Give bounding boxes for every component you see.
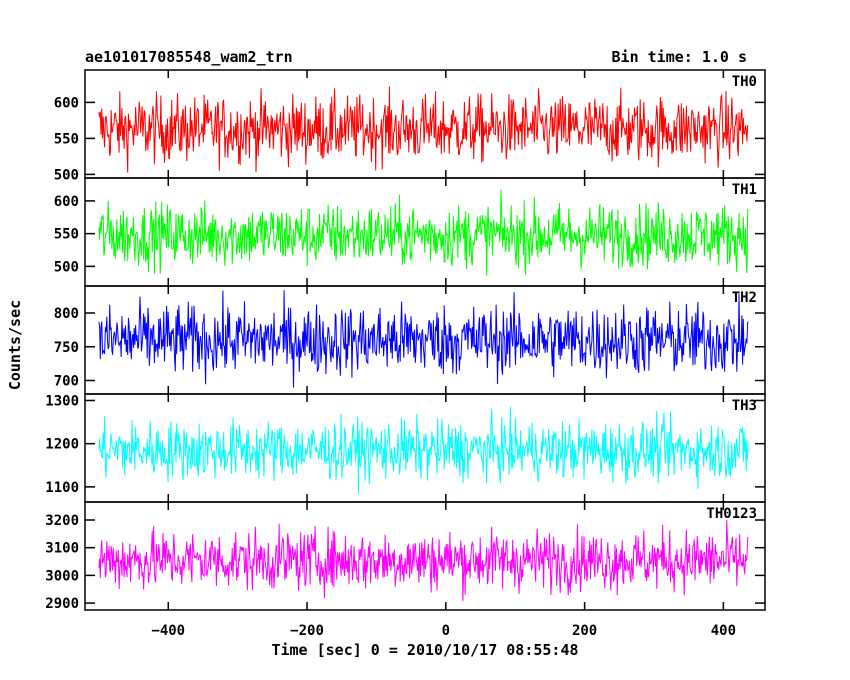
panel-label-th0: TH0 <box>732 74 757 90</box>
y-tick-label: 550 <box>54 131 79 147</box>
panel-label-th2: TH2 <box>732 290 757 306</box>
series-line-th0 <box>98 86 749 173</box>
x-tick-label: 400 <box>711 623 736 639</box>
x-tick-label: 0 <box>442 623 450 639</box>
y-tick-label: 750 <box>54 340 79 356</box>
y-tick-label: 1300 <box>45 393 79 409</box>
y-tick-label: 2900 <box>45 596 79 612</box>
x-tick-labels: −400 −200 0 200 400 <box>151 623 736 639</box>
x-axis-label: Time [sec] 0 = 2010/10/17 08:55:48 <box>271 641 578 659</box>
y-tick-label: 3200 <box>45 513 79 529</box>
panel-th1: TH1 500 550 600 <box>54 177 766 287</box>
x-tick-label: −400 <box>151 623 185 639</box>
panel-label-th3: TH3 <box>732 398 757 414</box>
y-tick-label: 800 <box>54 306 79 322</box>
panel-label-th1: TH1 <box>732 182 757 198</box>
y-tick-label: 600 <box>54 194 79 210</box>
panel-frame <box>84 501 766 611</box>
panel-th3: TH3 1100 1200 1300 <box>45 393 766 503</box>
y-tick-label: 1100 <box>45 480 79 496</box>
y-tick-label: 500 <box>54 259 79 275</box>
y-tick-label: 3000 <box>45 568 79 584</box>
series-line-th0123 <box>98 519 749 602</box>
x-tick-label: 200 <box>572 623 597 639</box>
panel-th0123: TH0123 2900 3000 3100 3200 <box>45 501 766 612</box>
y-tick-label: 1200 <box>45 437 79 453</box>
y-tick-label: 700 <box>54 374 79 390</box>
panels: TH0 500 550 600 TH1 500 550 600 TH2 700 750 800 TH3 1… <box>45 69 766 612</box>
y-axis-label: Counts/sec <box>6 300 24 390</box>
series-line-th3 <box>98 406 749 495</box>
y-tick-label: 3100 <box>45 541 79 557</box>
panel-label-th0123: TH0123 <box>706 506 757 522</box>
series-line-th2 <box>98 290 749 388</box>
chart-title: ae101017085548_wam2_trn <box>85 48 293 66</box>
y-tick-label: 500 <box>54 167 79 183</box>
series-line-th1 <box>98 189 749 276</box>
chart-subtitle: Bin time: 1.0 s <box>612 48 747 66</box>
y-tick-label: 550 <box>54 227 79 243</box>
panel-th0: TH0 500 550 600 <box>54 69 766 183</box>
panel-th2: TH2 700 750 800 <box>54 285 766 395</box>
y-tick-label: 600 <box>54 95 79 111</box>
x-tick-label: −200 <box>290 623 324 639</box>
